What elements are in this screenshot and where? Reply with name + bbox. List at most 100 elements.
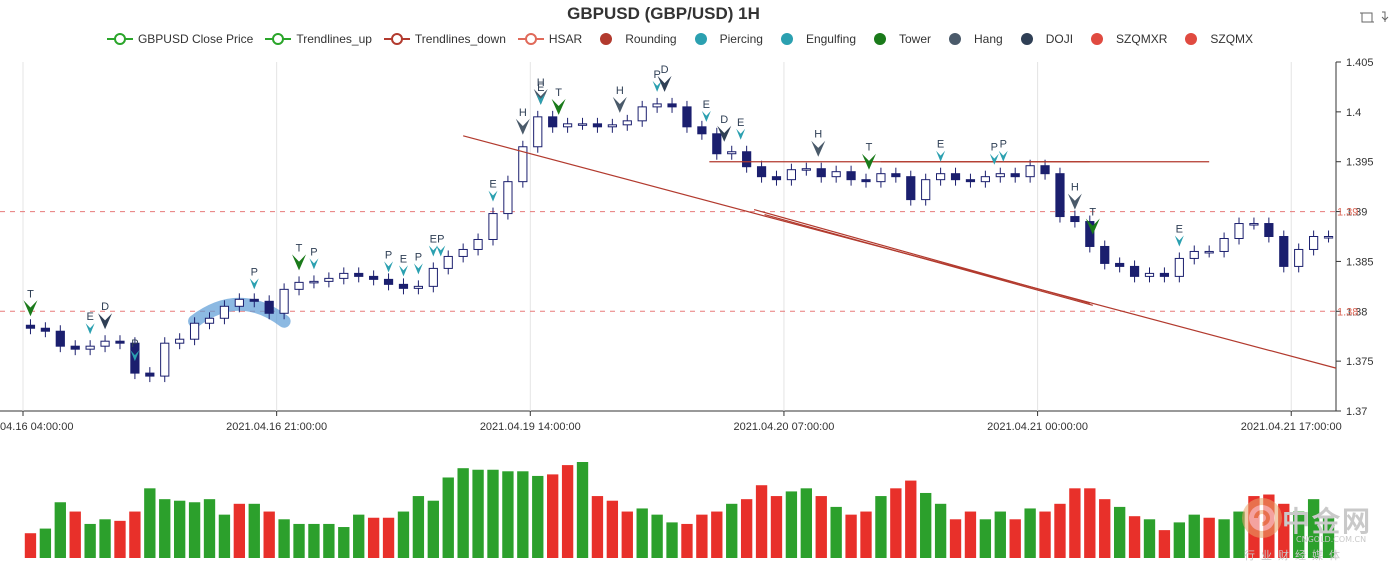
pattern-label: E <box>703 99 710 111</box>
legend-item[interactable]: Hang <box>943 32 1003 46</box>
pattern-label: P <box>131 338 138 350</box>
candle-body <box>264 300 274 314</box>
candle-body <box>801 168 811 171</box>
legend-item[interactable]: Rounding <box>594 32 677 46</box>
volume-bar <box>1024 508 1036 558</box>
candle-body <box>921 179 931 201</box>
candle-body <box>697 126 707 135</box>
pattern-marker <box>861 153 876 170</box>
volume-bar <box>188 502 201 558</box>
legend-item[interactable]: DOJI <box>1015 32 1073 46</box>
volume-bar <box>800 488 812 558</box>
volume-bar <box>248 503 260 558</box>
volume-bar <box>263 511 275 558</box>
candle-body <box>175 338 185 344</box>
volume-bar <box>1009 519 1021 558</box>
volume-bar <box>1322 517 1335 558</box>
volume-bar <box>203 499 216 558</box>
candle-body <box>1309 236 1319 250</box>
pattern-label: E <box>430 233 437 245</box>
candle-body <box>204 317 215 324</box>
candle-body <box>369 275 379 280</box>
volume-bar <box>457 468 469 558</box>
volume-bar <box>666 522 678 558</box>
volume-bar <box>1173 522 1186 558</box>
volume-bar <box>905 480 917 558</box>
legend-item[interactable]: Trendlines_down <box>383 32 506 46</box>
candle-body <box>294 281 304 290</box>
candle-body <box>1219 237 1229 252</box>
candle-body <box>607 124 617 128</box>
legend-item[interactable]: SZQMX <box>1179 32 1253 46</box>
candle-body <box>592 123 603 128</box>
candle-body <box>562 123 573 128</box>
pattern-marker <box>130 350 140 362</box>
legend-label: Tower <box>899 32 932 46</box>
pattern-marker <box>515 118 530 135</box>
volume-bar <box>875 496 887 558</box>
candle-body <box>339 272 349 279</box>
candle-body <box>428 267 438 287</box>
candle-body <box>727 151 737 155</box>
legend-label: HSAR <box>548 32 583 46</box>
candle-body <box>40 327 50 332</box>
volume-bar <box>39 528 52 558</box>
legend-label: Engulfing <box>805 32 856 46</box>
trendline-down <box>753 208 1090 304</box>
volume-bar <box>591 496 604 558</box>
volume-bar <box>218 514 231 558</box>
pattern-label: E <box>400 253 407 265</box>
pattern-marker <box>701 110 711 122</box>
candle-body <box>637 106 647 122</box>
candle-body <box>1264 223 1274 237</box>
candle-body <box>936 173 946 181</box>
volume-bar <box>964 511 977 558</box>
legend-item[interactable]: HSAR <box>517 32 583 46</box>
legend-item[interactable]: Tower <box>868 32 931 46</box>
pattern-marker <box>98 313 113 330</box>
legend-label: Piercing <box>719 32 763 46</box>
legend-item[interactable]: SZQMXR <box>1085 32 1167 46</box>
pattern-label: E <box>737 117 744 129</box>
pattern-marker <box>652 80 662 92</box>
candle-body <box>354 272 364 277</box>
x-tick-label: 2021.04.16 21:00:00 <box>226 421 327 433</box>
volume-bar <box>1188 514 1200 558</box>
legend-item[interactable]: Trendlines_up <box>265 32 372 46</box>
candle-body <box>742 151 752 168</box>
candle-body <box>861 179 871 183</box>
volume-bar <box>711 511 723 558</box>
volume-bar <box>770 496 783 558</box>
legend-item[interactable]: Piercing <box>689 32 763 46</box>
candle-body <box>189 322 200 340</box>
volume-bar <box>681 523 693 558</box>
x-tick-label: 2021.04.19 14:00:00 <box>480 421 581 433</box>
volume-bar <box>1054 503 1066 558</box>
pattern-marker <box>657 75 672 92</box>
volume-bar <box>278 519 290 558</box>
legend-symbol <box>868 33 894 45</box>
volume-bar <box>382 517 395 558</box>
legend-item[interactable]: Engulfing <box>775 32 856 46</box>
candle-body <box>1234 223 1244 239</box>
volume-bar <box>636 508 648 558</box>
download-icon[interactable] <box>1381 11 1389 22</box>
volume-bar <box>1307 499 1320 558</box>
y-tick-label: 1.405 <box>1346 57 1374 69</box>
volume-bar <box>1293 511 1305 558</box>
pattern-label: T <box>1089 207 1096 219</box>
candle-body <box>413 285 423 289</box>
volume-bar <box>949 519 962 558</box>
volume-bar <box>1218 519 1230 558</box>
candle-body <box>831 171 841 178</box>
restore-icon[interactable] <box>1360 12 1374 23</box>
volume-bar <box>367 517 380 558</box>
candle-body <box>1249 223 1259 226</box>
volume-bar <box>517 471 529 558</box>
volume-bar <box>84 523 96 558</box>
pattern-marker <box>292 254 307 271</box>
volume-bar <box>994 511 1006 558</box>
volume-bar <box>561 465 574 558</box>
legend-item[interactable]: GBPUSD Close Price <box>106 32 253 46</box>
pattern-marker <box>413 263 423 275</box>
